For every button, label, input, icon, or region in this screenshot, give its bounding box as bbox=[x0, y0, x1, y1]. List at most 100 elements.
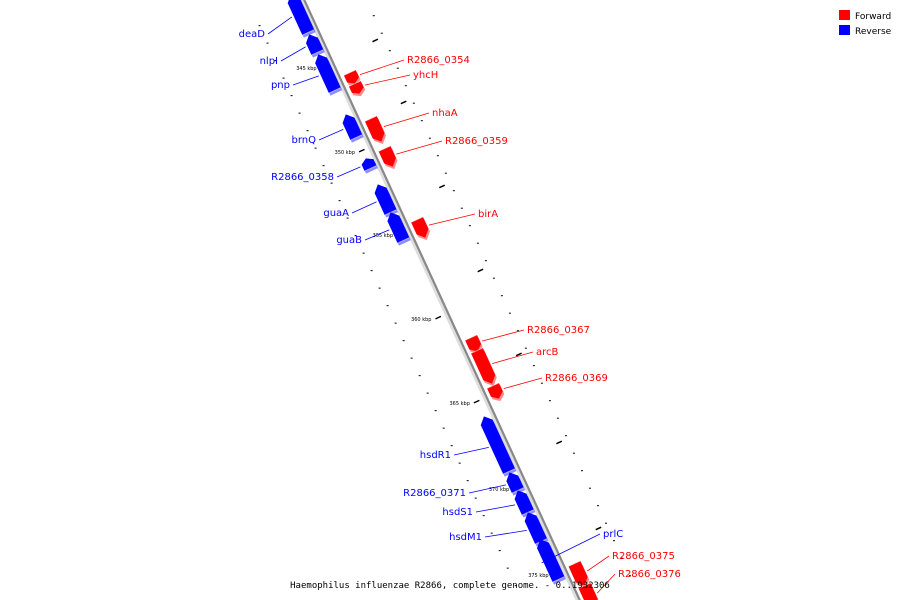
gene-label[interactable]: birA bbox=[478, 209, 498, 220]
gene-label[interactable]: hsdR1 bbox=[420, 450, 451, 461]
gene-arrow-highlight bbox=[552, 576, 565, 583]
major-tick bbox=[372, 38, 379, 43]
gene-R2866_0359[interactable]: R2866_0359 bbox=[378, 136, 508, 170]
gene-hsdR1[interactable]: hsdR1 bbox=[420, 416, 517, 477]
major-tick bbox=[556, 440, 563, 445]
gene-arrow[interactable] bbox=[480, 416, 516, 475]
gene-leader-line bbox=[383, 112, 430, 127]
gene-guaB[interactable]: guaB bbox=[336, 212, 411, 246]
gene-leader-line bbox=[280, 46, 306, 62]
gene-guaA[interactable]: guaA bbox=[323, 184, 399, 219]
gene-arrow[interactable] bbox=[506, 472, 524, 494]
gene-leader-line bbox=[292, 75, 319, 86]
gene-label[interactable]: deaD bbox=[239, 29, 266, 40]
backbone-layer bbox=[300, 0, 581, 600]
gene-label[interactable]: R2866_0375 bbox=[612, 551, 675, 562]
gene-leader-line bbox=[596, 573, 616, 594]
gene-label[interactable]: guaB bbox=[336, 235, 362, 246]
gene-leader-line bbox=[453, 447, 489, 456]
gene-leader-line bbox=[475, 504, 516, 513]
gene-label[interactable]: R2866_0354 bbox=[407, 55, 470, 66]
gene-arrow-highlight bbox=[410, 216, 424, 223]
gene-label[interactable]: R2866_0359 bbox=[445, 136, 508, 147]
gene-label[interactable]: prlC bbox=[603, 529, 623, 540]
tick-label: 365 kbp bbox=[450, 401, 470, 407]
gene-label[interactable]: hsdS1 bbox=[442, 507, 473, 518]
gene-arrow-highlight bbox=[464, 334, 478, 341]
gene-nlpI[interactable]: nlpI bbox=[260, 34, 325, 67]
gene-arrow[interactable] bbox=[361, 158, 377, 172]
gene-leader-line bbox=[586, 555, 610, 572]
gene-arrow[interactable] bbox=[287, 0, 315, 36]
gene-label[interactable]: nhaA bbox=[432, 108, 458, 119]
gene-label[interactable]: arcB bbox=[536, 347, 559, 358]
gene-arrow[interactable] bbox=[364, 115, 385, 142]
gene-leader-line bbox=[468, 484, 507, 494]
gene-R2866_0376[interactable]: R2866_0376 bbox=[578, 569, 681, 600]
gene-arrow[interactable] bbox=[568, 560, 588, 586]
gene-arrow[interactable] bbox=[306, 34, 324, 56]
major-tick bbox=[358, 148, 365, 153]
gene-leader-line bbox=[481, 329, 525, 342]
gene-R2866_0367[interactable]: R2866_0367 bbox=[464, 325, 590, 355]
gene-arrow-highlight bbox=[486, 382, 500, 389]
genome-title: Haemophilus influenzae R2866, complete g… bbox=[290, 581, 610, 591]
gene-pnp[interactable]: pnp bbox=[271, 54, 343, 96]
gene-arrow-highlight bbox=[470, 347, 484, 354]
gene-label[interactable]: guaA bbox=[323, 208, 349, 219]
gene-arrow[interactable] bbox=[315, 54, 341, 94]
gene-arrow[interactable] bbox=[378, 145, 396, 167]
gene-nhaA[interactable]: nhaA bbox=[364, 108, 458, 145]
gene-leader-line bbox=[428, 213, 476, 226]
gene-arrow-highlight bbox=[568, 560, 581, 567]
gene-arrow[interactable] bbox=[348, 80, 364, 94]
tick-label: 355 kbp bbox=[373, 233, 393, 239]
gene-arrow[interactable] bbox=[537, 539, 565, 583]
gene-R2866_0354[interactable]: R2866_0354 bbox=[343, 55, 470, 87]
gene-arrow-highlight bbox=[397, 237, 410, 244]
gene-arrow-highlight bbox=[378, 145, 391, 152]
gene-label[interactable]: R2866_0358 bbox=[271, 172, 334, 183]
gene-leader-line bbox=[364, 74, 411, 86]
gene-arrow[interactable] bbox=[524, 512, 548, 545]
gene-R2866_0369[interactable]: R2866_0369 bbox=[486, 373, 608, 402]
gene-label[interactable]: R2866_0376 bbox=[618, 569, 681, 580]
gene-label[interactable]: R2866_0371 bbox=[403, 488, 466, 499]
tick-layer: 345 kbp 350 kbp 355 kbp 360 kbp 365 kbp 370 k… bbox=[258, 15, 631, 587]
gene-prlC[interactable]: prlC bbox=[537, 529, 623, 585]
major-tick bbox=[477, 268, 484, 273]
gene-hsdS1[interactable]: hsdS1 bbox=[442, 490, 536, 518]
gene-birA[interactable]: birA bbox=[410, 209, 498, 241]
gene-label[interactable]: hsdM1 bbox=[449, 532, 482, 543]
gene-arrow[interactable] bbox=[471, 347, 496, 384]
gene-label[interactable]: nlpI bbox=[260, 56, 278, 67]
gene-label[interactable]: yhcH bbox=[413, 70, 438, 81]
gene-yhcH[interactable]: yhcH bbox=[348, 70, 438, 97]
gene-layer: deaD nlpI pnp R2866_0354 yhcH nhaA brnQ R2866_0… bbox=[239, 0, 681, 600]
gene-brnQ[interactable]: brnQ bbox=[292, 114, 364, 146]
legend-label-reverse: Reverse bbox=[855, 27, 892, 37]
gene-arrow[interactable] bbox=[374, 184, 397, 216]
gene-arrow[interactable] bbox=[387, 212, 410, 244]
major-tick bbox=[400, 100, 407, 105]
gene-R2866_0358[interactable]: R2866_0358 bbox=[271, 158, 378, 183]
gene-leader-line bbox=[503, 377, 543, 389]
gene-arrow[interactable] bbox=[465, 334, 482, 352]
gene-deaD[interactable]: deaD bbox=[239, 0, 316, 40]
gene-arrow[interactable] bbox=[342, 114, 363, 141]
gene-R2866_0375[interactable]: R2866_0375 bbox=[568, 551, 675, 589]
gene-arrow[interactable] bbox=[514, 490, 534, 516]
gene-label[interactable]: R2866_0369 bbox=[545, 373, 608, 384]
gene-leader-line bbox=[541, 533, 601, 564]
gene-arrow[interactable] bbox=[578, 582, 598, 600]
gene-label[interactable]: pnp bbox=[271, 80, 290, 91]
backbone-line bbox=[303, 0, 581, 600]
gene-arrow-highlight bbox=[343, 69, 356, 76]
gene-R2866_0371[interactable]: R2866_0371 bbox=[403, 472, 526, 499]
gene-label[interactable]: R2866_0367 bbox=[527, 325, 590, 336]
gene-arcB[interactable]: arcB bbox=[470, 347, 559, 387]
gene-arrow[interactable] bbox=[343, 69, 359, 84]
major-tick bbox=[473, 399, 480, 404]
gene-label[interactable]: brnQ bbox=[292, 135, 317, 146]
gene-arrow[interactable] bbox=[411, 216, 429, 238]
